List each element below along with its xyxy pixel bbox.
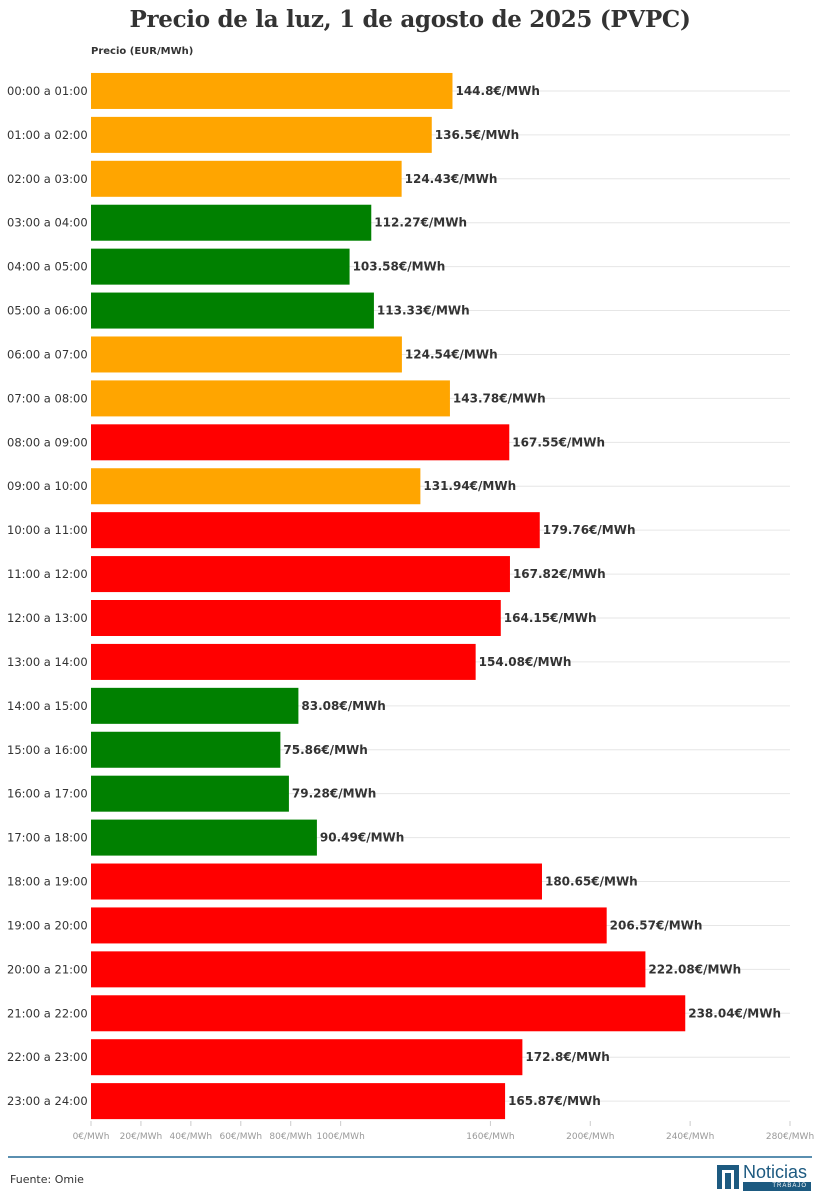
bar xyxy=(91,951,646,988)
data-label: 124.54€/MWh xyxy=(405,347,498,361)
data-label: 144.8€/MWh xyxy=(455,84,539,98)
category-label: 14:00 a 15:00 xyxy=(7,699,88,713)
data-label: 131.94€/MWh xyxy=(423,479,516,493)
category-label: 16:00 a 17:00 xyxy=(7,787,88,801)
data-label: 136.5€/MWh xyxy=(435,128,519,142)
bar xyxy=(91,204,372,241)
data-label: 165.87€/MWh xyxy=(508,1094,601,1108)
category-label: 07:00 a 08:00 xyxy=(7,391,88,405)
x-tick-label: 200€/MWh xyxy=(566,1132,614,1142)
category-label: 02:00 a 03:00 xyxy=(7,172,88,186)
bar xyxy=(91,292,374,329)
y-axis-label: Precio (EUR/MWh) xyxy=(91,46,194,57)
category-label: 22:00 a 23:00 xyxy=(7,1050,88,1064)
data-label: 124.43€/MWh xyxy=(405,172,498,186)
data-label: 172.8€/MWh xyxy=(525,1050,609,1064)
bar xyxy=(91,160,402,197)
chart-title: Precio de la luz, 1 de agosto de 2025 (P… xyxy=(129,6,691,33)
data-label: 222.08€/MWh xyxy=(648,962,741,976)
data-label: 75.86€/MWh xyxy=(283,743,367,757)
x-tick-label: 60€/MWh xyxy=(219,1132,262,1142)
bar-chart: 00:00 a 01:00 144.8€/MWh 01:00 a 02:00 136.… xyxy=(7,72,814,1142)
category-label: 19:00 a 20:00 xyxy=(7,918,88,932)
bar xyxy=(91,995,686,1032)
bar xyxy=(91,600,501,636)
bar xyxy=(91,424,510,461)
footer-divider xyxy=(8,1156,812,1158)
bar xyxy=(91,248,350,285)
data-label: 154.08€/MWh xyxy=(479,655,572,669)
bar xyxy=(91,1039,523,1076)
data-label: 167.82€/MWh xyxy=(513,567,606,581)
bar xyxy=(91,336,402,373)
bar xyxy=(91,775,289,812)
source-text: Fuente: Omie xyxy=(10,1173,84,1186)
bar xyxy=(91,863,542,900)
x-tick-label: 160€/MWh xyxy=(466,1132,514,1142)
data-label: 113.33€/MWh xyxy=(377,304,470,318)
category-label: 20:00 a 21:00 xyxy=(7,962,88,976)
category-label: 08:00 a 09:00 xyxy=(7,435,88,449)
data-label: 238.04€/MWh xyxy=(688,1006,781,1020)
bar xyxy=(91,380,450,417)
bar xyxy=(91,72,453,109)
category-label: 12:00 a 13:00 xyxy=(7,611,88,625)
bar xyxy=(91,731,281,768)
bar xyxy=(91,468,421,505)
noticias-trabajo-logo: Noticias TRABAJO xyxy=(717,1162,813,1192)
data-label: 83.08€/MWh xyxy=(301,699,385,713)
x-tick-label: 20€/MWh xyxy=(120,1132,163,1142)
category-label: 00:00 a 01:00 xyxy=(7,84,88,98)
data-label: 179.76€/MWh xyxy=(543,523,636,537)
category-label: 01:00 a 02:00 xyxy=(7,128,88,142)
category-label: 15:00 a 16:00 xyxy=(7,743,88,757)
category-label: 06:00 a 07:00 xyxy=(7,347,88,361)
data-label: 143.78€/MWh xyxy=(453,391,546,405)
category-label: 10:00 a 11:00 xyxy=(7,523,88,537)
category-label: 18:00 a 19:00 xyxy=(7,875,88,889)
data-label: 206.57€/MWh xyxy=(610,918,703,932)
bar xyxy=(91,819,317,856)
bar xyxy=(91,116,432,153)
category-label: 03:00 a 04:00 xyxy=(7,216,88,230)
bar xyxy=(91,1083,506,1120)
category-label: 09:00 a 10:00 xyxy=(7,479,88,493)
data-label: 180.65€/MWh xyxy=(545,875,638,889)
x-tick-label: 0€/MWh xyxy=(73,1132,110,1142)
bar xyxy=(91,556,510,593)
x-tick-label: 40€/MWh xyxy=(170,1132,213,1142)
data-label: 79.28€/MWh xyxy=(292,787,376,801)
x-tick-label: 280€/MWh xyxy=(766,1132,814,1142)
data-label: 103.58€/MWh xyxy=(353,260,446,274)
x-tick-label: 100€/MWh xyxy=(316,1132,364,1142)
bar xyxy=(91,512,540,549)
data-label: 167.55€/MWh xyxy=(512,435,605,449)
category-label: 04:00 a 05:00 xyxy=(7,260,88,274)
logo-subtitle: TRABAJO xyxy=(743,1182,811,1191)
category-label: 05:00 a 06:00 xyxy=(7,304,88,318)
category-label: 23:00 a 24:00 xyxy=(7,1094,88,1108)
category-label: 21:00 a 22:00 xyxy=(7,1006,88,1020)
x-tick-label: 80€/MWh xyxy=(269,1132,312,1142)
category-label: 11:00 a 12:00 xyxy=(7,567,88,581)
category-label: 13:00 a 14:00 xyxy=(7,655,88,669)
data-label: 112.27€/MWh xyxy=(374,216,467,230)
bar xyxy=(91,687,299,724)
data-label: 164.15€/MWh xyxy=(504,611,597,625)
bar xyxy=(91,643,476,680)
category-label: 17:00 a 18:00 xyxy=(7,831,88,845)
data-label: 90.49€/MWh xyxy=(320,831,404,845)
bar xyxy=(91,907,607,944)
logo-name: Noticias xyxy=(743,1162,808,1182)
logo-mark-icon xyxy=(717,1165,739,1189)
x-tick-label: 240€/MWh xyxy=(666,1132,714,1142)
